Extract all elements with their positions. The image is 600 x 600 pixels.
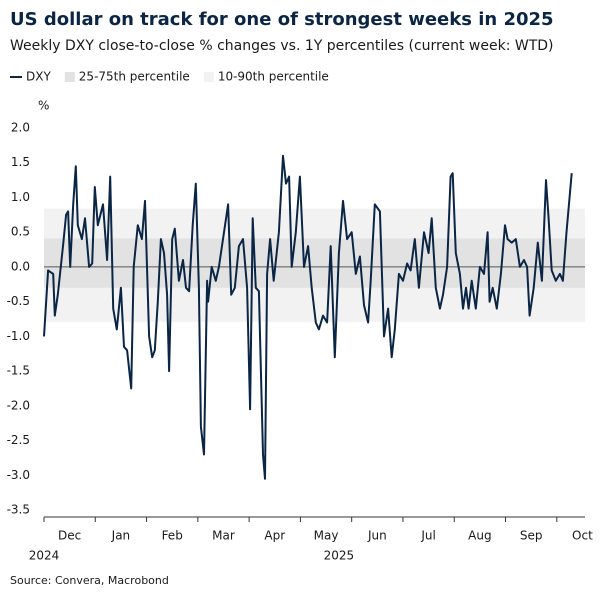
y-tick-label: 0.0: [11, 259, 30, 273]
y-tick-label: 1.5: [11, 155, 30, 169]
legend-label: 25-75th percentile: [79, 70, 190, 84]
y-axis-label: %: [38, 99, 49, 113]
x-tick-label: Oct: [572, 529, 593, 543]
y-tick-label: -3.5: [7, 503, 30, 517]
y-tick-label: -3.0: [7, 468, 30, 482]
x-tick-label: Mar: [212, 529, 235, 543]
y-tick-label: -2.5: [7, 433, 30, 447]
legend-label: DXY: [26, 70, 51, 84]
y-tick-label: -0.5: [7, 294, 30, 308]
x-tick-label: May: [314, 529, 339, 543]
y-tick-label: -1.0: [7, 329, 30, 343]
legend-swatch: [203, 72, 214, 82]
year-label: 2025: [324, 549, 355, 563]
x-tick-label: Aug: [468, 529, 491, 543]
year-label: 2024: [29, 549, 60, 563]
y-tick-label: 0.5: [11, 225, 30, 239]
x-tick-label: Feb: [162, 529, 183, 543]
chart-title: US dollar on track for one of strongest …: [10, 9, 554, 30]
x-tick-label: Sep: [520, 529, 543, 543]
x-tick-label: Jul: [420, 529, 435, 543]
y-tick-label: 1.0: [11, 190, 30, 204]
x-tick-label: Apr: [264, 529, 285, 543]
x-tick-label: Jan: [111, 529, 131, 543]
data-line: [43, 154, 573, 480]
source: Source: Convera, Macrobond: [10, 574, 169, 587]
x-tick-label: Jun: [367, 529, 387, 543]
y-tick-label: -1.5: [7, 364, 30, 378]
x-tick-label: Dec: [58, 529, 81, 543]
y-tick-label: 2.0: [11, 121, 30, 135]
y-tick-label: -2.0: [7, 398, 30, 412]
chart-subtitle: Weekly DXY close-to-close % changes vs. …: [10, 38, 554, 54]
legend-label: 10-90th percentile: [218, 70, 329, 84]
legend-swatch: [64, 72, 75, 82]
